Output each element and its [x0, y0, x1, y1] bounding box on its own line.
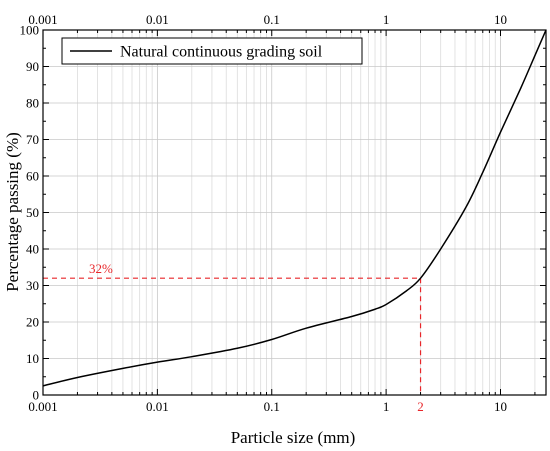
tick-labels: 01020304050607080901000.0010.0010.010.01…	[20, 12, 507, 414]
y-tick-label: 100	[20, 23, 40, 38]
y-tick-label: 10	[26, 351, 39, 366]
y-tick-label: 40	[26, 242, 39, 257]
y-tick-label: 20	[26, 315, 39, 330]
x-axis-title: Particle size (mm)	[231, 428, 356, 447]
x-tick-label-bottom: 0.01	[146, 399, 169, 414]
y-tick-label: 80	[26, 96, 39, 111]
y-tick-label: 70	[26, 132, 39, 147]
grid-lines	[42, 30, 546, 395]
x-tick-label-top: 0.001	[28, 12, 57, 27]
annotation-x-label: 2	[417, 399, 424, 414]
x-tick-label-top: 1	[383, 12, 390, 27]
x-tick-label-top: 0.1	[264, 12, 280, 27]
legend-label: Natural continuous grading soil	[120, 44, 323, 61]
x-tick-label-bottom: 0.1	[264, 399, 280, 414]
axis-ticks	[42, 29, 546, 396]
series-layer	[42, 29, 547, 387]
x-tick-label-bottom: 10	[494, 399, 507, 414]
y-tick-label: 30	[26, 278, 39, 293]
y-tick-label: 60	[26, 169, 39, 184]
y-tick-label: 90	[26, 59, 39, 74]
reference-lines	[43, 277, 422, 395]
y-tick-label: 0	[33, 388, 40, 403]
legend: Natural continuous grading soil	[61, 37, 363, 65]
x-tick-label-bottom: 0.001	[28, 399, 57, 414]
annotation-y-label: 32%	[89, 261, 113, 276]
x-tick-label-top: 10	[494, 12, 507, 27]
y-axis-title: Percentage passing (%)	[3, 132, 22, 292]
series-line	[42, 29, 547, 387]
x-tick-label-top: 0.01	[146, 12, 169, 27]
x-tick-label-bottom: 1	[383, 399, 390, 414]
y-tick-label: 50	[26, 205, 39, 220]
